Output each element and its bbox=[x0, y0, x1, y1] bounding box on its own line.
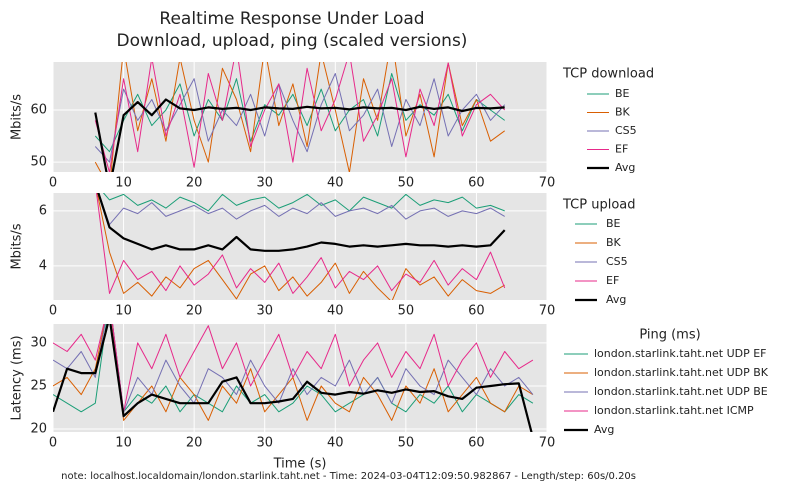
x-tick-label: 0 bbox=[49, 176, 57, 191]
series-group bbox=[94, 62, 506, 172]
y-tick-label: 30 bbox=[30, 335, 47, 350]
legend-label: BE bbox=[615, 87, 630, 100]
y-axis-label: Mbits/s bbox=[10, 223, 25, 269]
series-line bbox=[53, 324, 534, 413]
series-line bbox=[96, 193, 506, 294]
legend-label: london.starlink.taht.net UDP BK bbox=[594, 366, 769, 379]
legend-label: Avg bbox=[606, 293, 626, 306]
y-tick-label: 50 bbox=[30, 155, 47, 170]
series-line bbox=[53, 324, 534, 413]
x-tick-label: 50 bbox=[398, 176, 415, 191]
y-tick-label: 25 bbox=[30, 378, 47, 393]
legend-label: CS5 bbox=[615, 124, 637, 137]
series-line bbox=[53, 324, 534, 413]
x-tick-label: 10 bbox=[115, 304, 132, 319]
x-tick-label: 20 bbox=[186, 304, 203, 319]
x-tick-label: 40 bbox=[327, 176, 344, 191]
series-line bbox=[96, 193, 505, 300]
y-tick-label: 4 bbox=[39, 258, 47, 273]
legend-label: london.starlink.taht.net UDP BE bbox=[594, 385, 768, 398]
y-tick-label: 20 bbox=[30, 421, 47, 436]
x-tick-label: 0 bbox=[49, 436, 57, 451]
x-tick-label: 60 bbox=[468, 304, 485, 319]
legend-label: BK bbox=[606, 236, 622, 249]
series-line bbox=[102, 193, 505, 212]
x-tick-label: 40 bbox=[327, 436, 344, 451]
x-tick-label: 50 bbox=[398, 304, 415, 319]
x-tick-label: 50 bbox=[398, 436, 415, 451]
series-line bbox=[53, 324, 533, 432]
y-tick-label: 6 bbox=[39, 203, 47, 218]
series-group bbox=[96, 193, 506, 300]
legend-label: london.starlink.taht.net ICMP bbox=[594, 404, 754, 417]
legend-title: Ping (ms) bbox=[639, 328, 700, 343]
legend-label: BK bbox=[615, 106, 631, 119]
legend-label: CS5 bbox=[606, 255, 628, 268]
x-tick-label: 60 bbox=[468, 436, 485, 451]
x-tick-label: 60 bbox=[468, 176, 485, 191]
series-line bbox=[94, 73, 505, 153]
legend-label: EF bbox=[606, 274, 619, 287]
y-axis-label: Latency (ms) bbox=[10, 335, 25, 420]
legend-label: Avg bbox=[615, 161, 635, 174]
series-line bbox=[94, 98, 505, 172]
legend-label: EF bbox=[615, 143, 628, 156]
x-tick-label: 20 bbox=[186, 436, 203, 451]
series-line bbox=[97, 193, 506, 252]
series-line bbox=[98, 193, 505, 226]
series-group bbox=[53, 324, 534, 432]
x-tick-label: 40 bbox=[327, 304, 344, 319]
x-tick-label: 70 bbox=[539, 304, 556, 319]
plot-area bbox=[53, 324, 547, 432]
x-tick-label: 20 bbox=[186, 176, 203, 191]
note: note: localhost.localdomain/london.starl… bbox=[61, 471, 636, 481]
y-axis-label: Mbits/s bbox=[10, 94, 25, 140]
chart-subtitle: Download, upload, ping (scaled versions) bbox=[117, 31, 468, 51]
x-tick-label: 10 bbox=[115, 436, 132, 451]
x-axis-label: Time (s) bbox=[273, 457, 327, 472]
series-line bbox=[94, 62, 506, 172]
x-tick-label: 70 bbox=[539, 176, 556, 191]
legend-label: Avg bbox=[594, 423, 614, 436]
x-tick-label: 10 bbox=[115, 176, 132, 191]
x-tick-label: 30 bbox=[256, 304, 273, 319]
x-tick-label: 30 bbox=[256, 176, 273, 191]
chart-title: Realtime Response Under Load bbox=[159, 9, 424, 29]
x-tick-label: 30 bbox=[256, 436, 273, 451]
x-tick-label: 0 bbox=[49, 304, 57, 319]
x-tick-label: 70 bbox=[539, 436, 556, 451]
legend-label: london.starlink.taht.net UDP EF bbox=[594, 347, 767, 360]
y-tick-label: 60 bbox=[30, 102, 47, 117]
legend-title: TCP download bbox=[562, 67, 654, 82]
legend-title: TCP upload bbox=[562, 198, 636, 213]
legend-label: BE bbox=[606, 217, 621, 230]
